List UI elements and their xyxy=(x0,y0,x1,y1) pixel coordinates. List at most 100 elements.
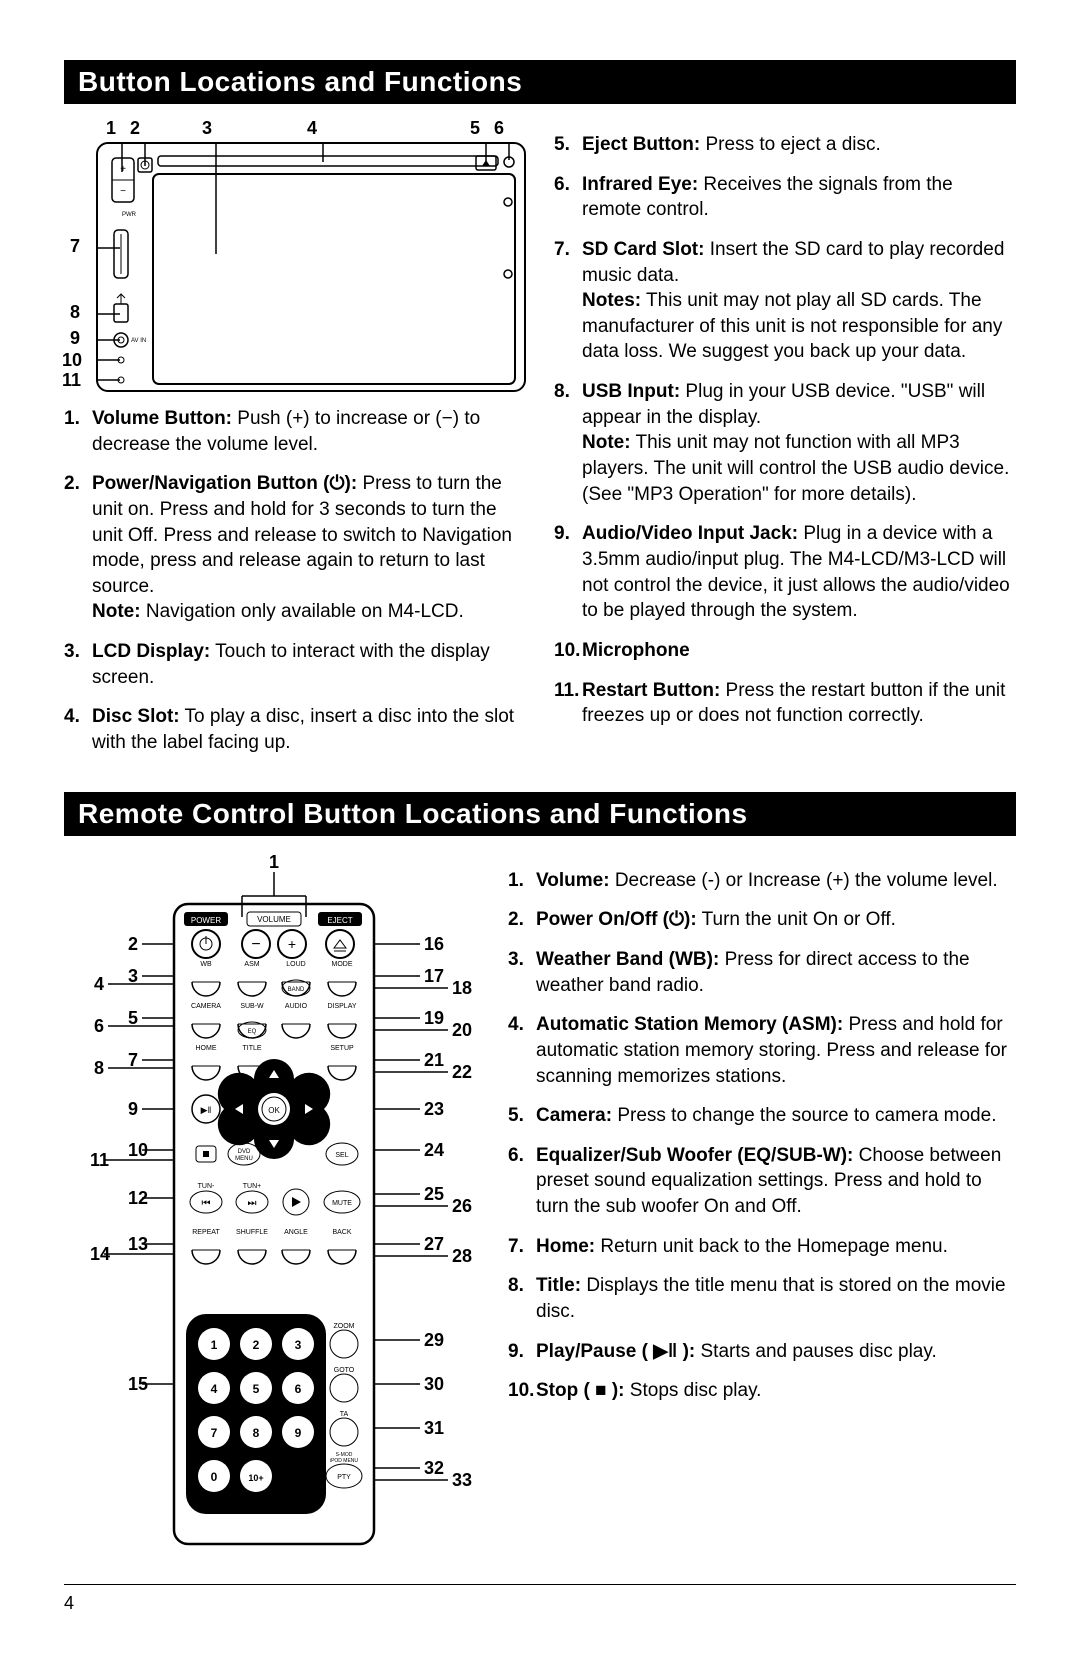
svg-text:+: + xyxy=(288,936,296,952)
svg-text:BACK: BACK xyxy=(332,1229,351,1236)
svg-text:12: 12 xyxy=(128,1188,148,1208)
svg-text:3: 3 xyxy=(295,1338,302,1352)
svg-text:CAMERA: CAMERA xyxy=(191,1003,221,1010)
svg-text:4: 4 xyxy=(94,974,104,994)
svg-text:SEL: SEL xyxy=(335,1152,348,1159)
svg-text:14: 14 xyxy=(90,1244,110,1264)
svg-text:10: 10 xyxy=(128,1140,148,1160)
svg-text:−: − xyxy=(120,186,126,197)
callout-left-8: 8 xyxy=(70,302,80,323)
svg-text:TUN-: TUN- xyxy=(198,1183,215,1190)
svg-text:25: 25 xyxy=(424,1184,444,1204)
remote-diagram: 1 POWER VOLUME EJECT xyxy=(64,854,484,1554)
desc-item: 6.Equalizer/Sub Woofer (EQ/SUB-W): Choos… xyxy=(532,1143,1016,1220)
section2-title-bar: Remote Control Button Locations and Func… xyxy=(64,792,1016,836)
desc-item: 9.Play/Pause ( ▶‖ ): Starts and pauses d… xyxy=(532,1339,1016,1365)
desc-item: 1.Volume: Decrease (-) or Increase (+) t… xyxy=(532,868,1016,894)
svg-text:10+: 10+ xyxy=(248,1473,263,1483)
desc-item: 8.Title: Displays the title menu that is… xyxy=(532,1273,1016,1324)
svg-text:22: 22 xyxy=(452,1062,472,1082)
svg-text:23: 23 xyxy=(424,1099,444,1119)
svg-text:9: 9 xyxy=(295,1426,302,1440)
desc-item: 1.Volume Button: Push (+) to increase or… xyxy=(88,406,526,457)
svg-text:TA: TA xyxy=(340,1411,349,1418)
svg-text:⏮: ⏮ xyxy=(202,1198,211,1209)
svg-text:AV IN: AV IN xyxy=(131,338,146,344)
svg-text:11: 11 xyxy=(90,1150,109,1170)
callout-top-6: 6 xyxy=(494,118,504,139)
svg-text:21: 21 xyxy=(424,1050,444,1070)
section2-list: 1.Volume: Decrease (-) or Increase (+) t… xyxy=(508,868,1016,1404)
callout-top-5: 5 xyxy=(470,118,480,139)
svg-text:OK: OK xyxy=(268,1106,280,1115)
desc-item: 11.Restart Button: Press the restart but… xyxy=(578,678,1016,729)
svg-text:3: 3 xyxy=(128,966,138,986)
section1-title-bar: Button Locations and Functions xyxy=(64,60,1016,104)
svg-text:ASM: ASM xyxy=(244,961,259,968)
callout-top-3: 3 xyxy=(202,118,212,139)
svg-text:WB: WB xyxy=(200,961,212,968)
svg-text:MODE: MODE xyxy=(332,961,353,968)
desc-item: 4.Disc Slot: To play a disc, insert a di… xyxy=(88,704,526,755)
svg-text:2: 2 xyxy=(128,934,138,954)
svg-text:6: 6 xyxy=(295,1382,302,1396)
desc-item: 6.Infrared Eye: Receives the signals fro… xyxy=(578,172,1016,223)
desc-item: 2.Power On/Off (⏻): Turn the unit On or … xyxy=(532,907,1016,933)
svg-text:5: 5 xyxy=(253,1382,260,1396)
svg-text:EJECT: EJECT xyxy=(327,916,352,925)
svg-text:4: 4 xyxy=(211,1382,218,1396)
svg-text:7: 7 xyxy=(211,1426,218,1440)
svg-text:1: 1 xyxy=(269,854,279,872)
svg-text:POWER: POWER xyxy=(191,916,221,925)
svg-text:DVD: DVD xyxy=(238,1149,251,1155)
svg-text:26: 26 xyxy=(452,1196,472,1216)
desc-item: 7.SD Card Slot: Insert the SD card to pl… xyxy=(578,237,1016,365)
svg-text:ANGLE: ANGLE xyxy=(284,1229,308,1236)
svg-text:SHUFFLE: SHUFFLE xyxy=(236,1229,268,1236)
callout-top-2: 2 xyxy=(130,118,140,139)
desc-item: 5.Eject Button: Press to eject a disc. xyxy=(578,132,1016,158)
svg-text:EQ: EQ xyxy=(248,1029,257,1035)
svg-text:18: 18 xyxy=(452,978,472,998)
svg-text:17: 17 xyxy=(424,966,444,986)
svg-text:15: 15 xyxy=(128,1374,148,1394)
svg-text:SETUP: SETUP xyxy=(330,1045,354,1052)
svg-text:PWR: PWR xyxy=(122,212,137,218)
svg-text:7: 7 xyxy=(128,1050,138,1070)
svg-text:28: 28 xyxy=(452,1246,472,1266)
callout-left-7: 7 xyxy=(70,236,80,257)
svg-text:MUTE: MUTE xyxy=(332,1200,352,1207)
svg-text:BAND: BAND xyxy=(288,987,305,993)
svg-text:16: 16 xyxy=(424,934,444,954)
callout-left-9: 9 xyxy=(70,328,80,349)
svg-text:27: 27 xyxy=(424,1234,444,1254)
svg-text:LOUD: LOUD xyxy=(286,961,305,968)
svg-text:ZOOM: ZOOM xyxy=(334,1323,355,1330)
svg-text:32: 32 xyxy=(424,1458,444,1478)
svg-text:⏭: ⏭ xyxy=(248,1198,257,1209)
svg-text:19: 19 xyxy=(424,1008,444,1028)
svg-text:5: 5 xyxy=(128,1008,138,1028)
callout-top-4: 4 xyxy=(307,118,317,139)
callout-left-10: 10 xyxy=(62,350,82,371)
svg-text:MENU: MENU xyxy=(235,1156,253,1162)
svg-text:2: 2 xyxy=(253,1338,260,1352)
svg-text:PTY: PTY xyxy=(337,1474,351,1481)
desc-item: 8.USB Input: Plug in your USB device. "U… xyxy=(578,379,1016,507)
desc-item: 7.Home: Return unit back to the Homepage… xyxy=(532,1234,1016,1260)
section1-right-list: 5.Eject Button: Press to eject a disc. 6.… xyxy=(554,132,1016,729)
svg-text:8: 8 xyxy=(253,1426,260,1440)
svg-text:HOME: HOME xyxy=(196,1045,217,1052)
svg-text:iPOD MENU: iPOD MENU xyxy=(330,1458,358,1464)
svg-text:DISPLAY: DISPLAY xyxy=(327,1003,356,1010)
desc-item: 2.Power/Navigation Button (⏻): Press to … xyxy=(88,471,526,625)
svg-text:SUB-W: SUB-W xyxy=(240,1003,264,1010)
desc-item: 10.Microphone xyxy=(578,638,1016,664)
svg-text:▶‖: ▶‖ xyxy=(201,1105,212,1115)
svg-text:REPEAT: REPEAT xyxy=(192,1229,220,1236)
svg-text:24: 24 xyxy=(424,1140,444,1160)
svg-text:TUN+: TUN+ xyxy=(243,1183,261,1190)
desc-item: 10.Stop ( ■ ): Stops disc play. xyxy=(532,1378,1016,1404)
section1-left-list: 1.Volume Button: Push (+) to increase or… xyxy=(64,406,526,756)
svg-text:0: 0 xyxy=(211,1470,218,1484)
